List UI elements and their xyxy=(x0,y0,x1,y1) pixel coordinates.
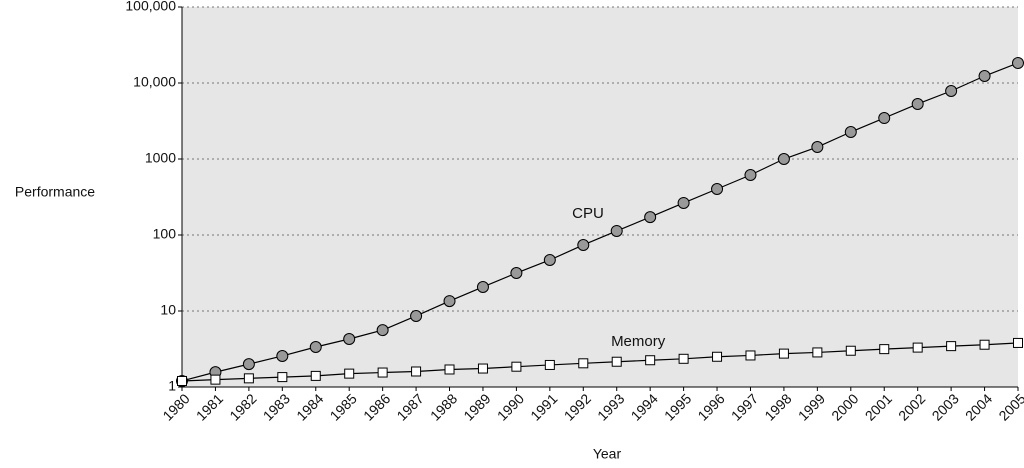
series-label: CPU xyxy=(572,205,604,222)
memory-marker xyxy=(778,348,789,359)
y-tick-label: 10 xyxy=(160,302,176,318)
x-tick-label: 1991 xyxy=(527,390,560,423)
x-tick-label: 2000 xyxy=(828,390,861,423)
x-tick-label: 2004 xyxy=(962,390,995,423)
memory-marker xyxy=(912,342,923,353)
series-line xyxy=(181,342,1019,382)
x-tick-label: 1999 xyxy=(795,390,828,423)
x-tick-label: 1992 xyxy=(561,390,594,423)
x-tick-label: 1980 xyxy=(159,390,192,423)
memory-marker xyxy=(812,347,823,358)
cpu-marker xyxy=(577,238,590,251)
memory-marker xyxy=(310,370,321,381)
cpu-marker xyxy=(410,309,423,322)
y-tick-label: 1000 xyxy=(145,150,176,166)
cpu-marker xyxy=(476,280,489,293)
x-tick-label: 1993 xyxy=(594,390,627,423)
x-tick-label: 1990 xyxy=(494,390,527,423)
x-tick-label: 1995 xyxy=(661,390,694,423)
x-tick-label: 1988 xyxy=(427,390,460,423)
cpu-marker xyxy=(744,168,757,181)
cpu-marker xyxy=(1012,56,1024,69)
cpu-marker xyxy=(911,97,924,110)
memory-marker xyxy=(344,368,355,379)
x-axis-label: Year xyxy=(593,446,622,462)
memory-marker xyxy=(745,350,756,361)
memory-marker xyxy=(444,364,455,375)
memory-marker xyxy=(946,341,957,352)
x-tick-label: 1996 xyxy=(694,390,727,423)
x-tick-label: 1994 xyxy=(628,390,661,423)
x-tick-label: 2002 xyxy=(895,390,928,423)
plot-area xyxy=(182,7,1018,387)
cpu-marker xyxy=(677,196,690,209)
x-tick-label: 1998 xyxy=(761,390,794,423)
y-tick-label: 100 xyxy=(153,226,177,242)
cpu-marker xyxy=(376,324,389,337)
y-tick-label: 10,000 xyxy=(133,74,176,90)
cpu-marker xyxy=(978,70,991,83)
x-tick-label: 1985 xyxy=(327,390,360,423)
memory-marker xyxy=(645,355,656,366)
cpu-marker xyxy=(343,333,356,346)
x-tick-label: 1997 xyxy=(728,390,761,423)
cpu-marker xyxy=(878,112,891,125)
cpu-marker xyxy=(844,126,857,139)
memory-marker xyxy=(243,373,254,384)
memory-marker xyxy=(712,351,723,362)
x-tick-label: 1987 xyxy=(393,390,426,423)
y-axis-label: Performance xyxy=(15,184,95,200)
memory-marker xyxy=(611,356,622,367)
cpu-marker xyxy=(777,153,790,165)
memory-marker xyxy=(979,339,990,350)
cpu-marker xyxy=(276,349,289,362)
cpu-marker xyxy=(543,253,556,266)
memory-marker xyxy=(678,353,689,364)
cpu-marker xyxy=(644,211,657,224)
x-tick-label: 1989 xyxy=(460,390,493,423)
memory-marker xyxy=(845,345,856,356)
memory-marker xyxy=(879,344,890,355)
memory-marker xyxy=(1013,337,1023,348)
memory-marker xyxy=(511,361,522,372)
memory-marker xyxy=(477,363,488,374)
memory-marker xyxy=(578,358,589,369)
x-tick-label: 1983 xyxy=(260,390,293,423)
memory-marker xyxy=(411,366,422,377)
series-label: Memory xyxy=(611,333,666,350)
cpu-marker xyxy=(610,224,623,237)
x-tick-label: 1982 xyxy=(226,390,259,423)
memory-marker xyxy=(377,367,388,378)
memory-marker xyxy=(544,359,555,370)
memory-marker xyxy=(210,374,221,385)
x-tick-label: 1981 xyxy=(193,390,226,423)
y-tick-label: 1 xyxy=(168,378,176,394)
cpu-marker xyxy=(309,340,322,353)
cpu-marker xyxy=(945,84,958,97)
y-tick-label: 100,000 xyxy=(125,0,176,14)
x-tick-label: 2001 xyxy=(862,390,895,423)
x-tick-label: 2005 xyxy=(995,390,1024,423)
x-tick-label: 2003 xyxy=(929,390,962,423)
memory-marker xyxy=(277,372,288,383)
x-tick-label: 1984 xyxy=(293,390,326,423)
cpu-marker xyxy=(443,295,456,308)
memory-marker xyxy=(177,375,187,386)
cpu-marker xyxy=(242,358,255,371)
cpu-marker xyxy=(711,182,724,195)
x-tick-label: 1986 xyxy=(360,390,393,423)
cpu-marker xyxy=(510,267,523,280)
cpu-marker xyxy=(811,141,824,154)
